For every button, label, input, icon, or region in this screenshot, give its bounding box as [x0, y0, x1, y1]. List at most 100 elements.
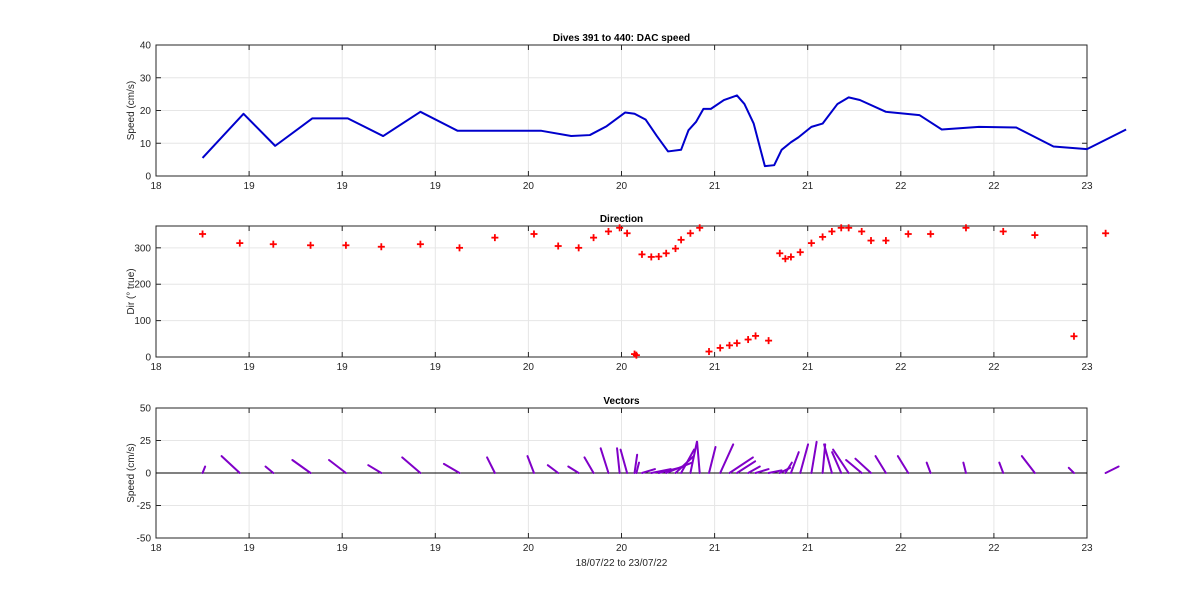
vector-arrow: [680, 448, 696, 474]
x-tick-label: 23: [1081, 181, 1093, 192]
subplot-2: 18 19 19 19 20 20 21 21 22 22 23 0 100 200 300 Directio…: [126, 214, 1110, 373]
x-tick-label: 19: [244, 543, 256, 554]
vector-arrow: [546, 464, 560, 474]
direction-marker: [752, 332, 760, 340]
x-tick-label: 22: [988, 362, 1000, 373]
vector-arrow: [1020, 455, 1036, 474]
direction-marker: [696, 224, 704, 232]
y-tick-label: 10: [140, 139, 152, 150]
direction-marker: [845, 224, 853, 232]
vector-arrow: [526, 455, 535, 474]
vector-arrow: [845, 459, 863, 474]
x-tick-label: 19: [244, 362, 256, 373]
x-tick-label: 23: [1081, 362, 1093, 373]
vector-arrow: [854, 457, 873, 474]
x-tick-label: 19: [244, 181, 256, 192]
x-tick-label: 19: [430, 181, 442, 192]
direction-marker: [623, 229, 631, 237]
direction-marker: [867, 237, 875, 245]
x-tick-label: 20: [523, 362, 535, 373]
direction-marker: [662, 249, 670, 257]
subplot-1: 18 19 19 19 20 20 21 21 22 22 23 0 10 20 30 40 Dives 391…: [126, 33, 1127, 192]
y-tick-label: 40: [140, 41, 152, 52]
vector-arrow: [784, 461, 793, 474]
vector-arrow: [998, 461, 1005, 474]
chart-title: Dives 391 to 440: DAC speed: [553, 33, 690, 44]
direction-marker: [307, 241, 315, 249]
vector-arrow: [442, 462, 461, 474]
x-tick-label: 21: [709, 362, 721, 373]
direction-marker: [647, 253, 655, 261]
x-tick-label: 21: [709, 543, 721, 554]
x-axis-label: 18/07/22 to 23/07/22: [576, 558, 668, 569]
x-tick-label: 22: [988, 181, 1000, 192]
direction-marker: [796, 248, 804, 256]
vector-arrow: [823, 443, 833, 474]
x-tick-label: 18: [150, 362, 162, 373]
direction-marker: [1070, 332, 1078, 340]
x-tick-label: 19: [430, 543, 442, 554]
y-tick-label: -25: [137, 501, 152, 512]
vector-arrow: [728, 456, 754, 474]
direction-marker: [927, 230, 935, 238]
vector-arrow: [767, 469, 783, 474]
vector-arrow: [831, 451, 843, 474]
direction-marker: [787, 253, 795, 261]
vector-arrow: [874, 455, 887, 474]
x-tick-label: 21: [802, 362, 814, 373]
direction-marker: [1102, 229, 1110, 237]
direction-marker: [638, 250, 646, 258]
y-axis-label: Speed (cm/s): [126, 443, 137, 502]
direction-marker: [781, 255, 789, 263]
vector-arrow: [925, 461, 932, 474]
vector-arrow: [401, 456, 422, 474]
vector-arrow: [799, 443, 810, 474]
subplot-3: 18 19 19 19 20 20 21 21 22 22 23 -50 -25 0 25 50 Vectors…: [126, 396, 1120, 569]
vector-arrow: [599, 447, 610, 474]
direction-marker: [776, 249, 784, 257]
vector-arrow: [1104, 465, 1120, 474]
direction-marker: [705, 348, 713, 356]
speed-series-line: [201, 94, 1127, 168]
direction-marker: [236, 239, 244, 247]
chart-title: Vectors: [603, 396, 640, 407]
direction-marker: [377, 243, 385, 251]
vector-arrow: [633, 453, 639, 474]
vector-arrow: [896, 455, 910, 474]
vector-arrow: [486, 456, 496, 474]
x-tick-label: 22: [895, 543, 907, 554]
vector-arrow: [665, 461, 694, 474]
direction-marker: [554, 242, 562, 250]
direction-marker: [744, 336, 752, 344]
direction-marker: [837, 224, 845, 232]
direction-marker: [858, 227, 866, 235]
chart-title: Direction: [600, 214, 643, 225]
direction-marker: [655, 253, 663, 261]
x-tick-label: 20: [616, 543, 628, 554]
y-tick-label: 30: [140, 73, 152, 84]
direction-marker: [686, 229, 694, 237]
x-tick-label: 19: [337, 543, 349, 554]
vector-arrow: [696, 440, 701, 474]
direction-marker: [671, 245, 679, 253]
direction-marker: [616, 224, 624, 232]
y-tick-label: 200: [134, 280, 151, 291]
x-tick-label: 22: [895, 362, 907, 373]
vector-arrow: [708, 446, 717, 474]
direction-marker: [677, 236, 685, 244]
direction-marker: [575, 244, 583, 252]
vector-arrow: [789, 451, 800, 474]
direction-marker: [999, 227, 1007, 235]
vector-arrow: [640, 468, 656, 474]
x-tick-label: 19: [430, 362, 442, 373]
direction-marker: [342, 241, 350, 249]
direction-marker: [199, 230, 207, 238]
direction-marker: [269, 240, 277, 248]
vector-arrow: [567, 465, 580, 474]
x-tick-label: 21: [709, 181, 721, 192]
vector-arrow: [583, 456, 595, 474]
vector-arrow: [291, 459, 312, 474]
direction-marker: [828, 227, 836, 235]
x-tick-label: 19: [337, 181, 349, 192]
vector-arrow: [1067, 466, 1075, 474]
